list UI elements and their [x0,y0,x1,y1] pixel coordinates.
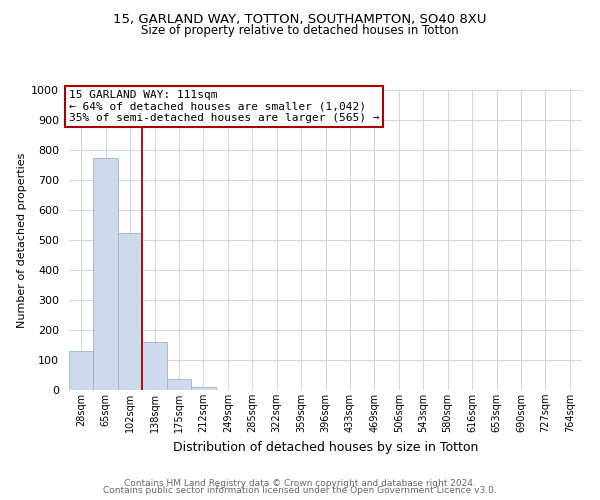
Bar [167,379,191,390]
Bar [142,342,167,390]
Bar [191,387,215,390]
Bar [69,351,94,390]
Text: Contains HM Land Registry data © Crown copyright and database right 2024.: Contains HM Land Registry data © Crown c… [124,478,476,488]
Text: 15, GARLAND WAY, TOTTON, SOUTHAMPTON, SO40 8XU: 15, GARLAND WAY, TOTTON, SOUTHAMPTON, SO… [113,12,487,26]
Text: Contains public sector information licensed under the Open Government Licence v3: Contains public sector information licen… [103,486,497,495]
Text: 15 GARLAND WAY: 111sqm
← 64% of detached houses are smaller (1,042)
35% of semi-: 15 GARLAND WAY: 111sqm ← 64% of detached… [69,90,380,123]
Bar [118,232,142,390]
X-axis label: Distribution of detached houses by size in Totton: Distribution of detached houses by size … [173,440,478,454]
Bar [94,158,118,390]
Y-axis label: Number of detached properties: Number of detached properties [17,152,27,328]
Text: Size of property relative to detached houses in Totton: Size of property relative to detached ho… [141,24,459,37]
